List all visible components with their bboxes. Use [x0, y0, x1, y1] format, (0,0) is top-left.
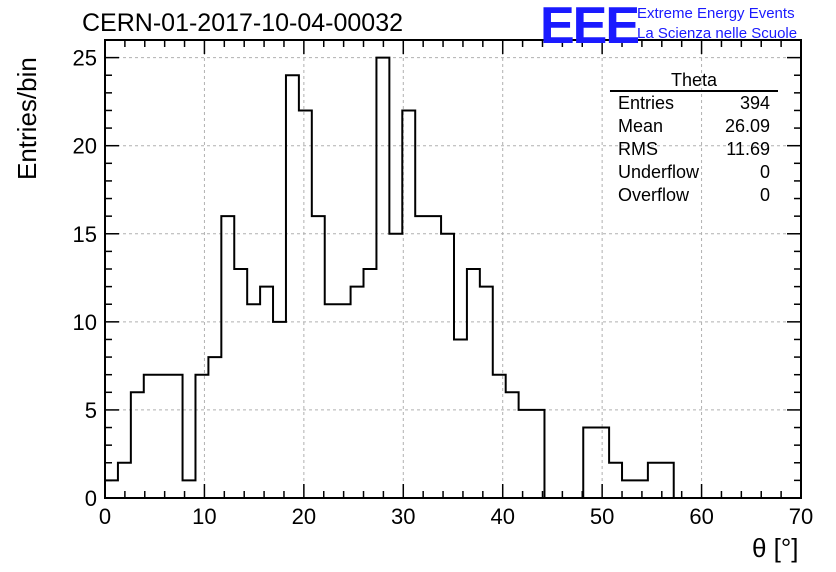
stats-row: Overflow 0	[610, 184, 778, 207]
logo-caption-line1: Extreme Energy Events	[637, 5, 795, 22]
x-tick-label: 40	[490, 504, 514, 529]
x-tick-label: 30	[391, 504, 415, 529]
logo-caption: Extreme Energy Events La Scienza nelle S…	[637, 4, 797, 44]
stats-label: RMS	[618, 139, 658, 159]
axis-tick-labels: 0 10 20 30 40 50 60 70 0 5 10 15 20 25	[73, 46, 814, 529]
x-tick-label: 70	[789, 504, 813, 529]
x-tick-label: 50	[590, 504, 614, 529]
stats-row: Underflow 0	[610, 161, 778, 184]
stats-label: Mean	[618, 116, 664, 136]
stats-row: Entries 394	[610, 92, 778, 115]
y-tick-label: 25	[73, 46, 97, 71]
stats-label: Underflow	[618, 162, 700, 182]
logo-caption-line2: La Scienza nelle Scuole	[637, 25, 798, 42]
x-tick-label: 10	[192, 504, 216, 529]
stats-value: 0	[759, 185, 770, 205]
axis-ticks	[104, 39, 802, 499]
y-tick-label: 15	[73, 222, 97, 247]
x-tick-label: 20	[292, 504, 316, 529]
chart-title: CERN-01-2017-10-04-00032	[82, 9, 404, 37]
y-tick-label: 20	[73, 134, 97, 159]
y-tick-label: 5	[85, 398, 97, 423]
x-tick-label: 0	[99, 504, 111, 529]
y-axis-label: Entries/bin	[12, 57, 42, 180]
histogram-series	[104, 56, 675, 499]
stats-row: Mean 26.09	[610, 115, 778, 138]
eee-logo: EEE	[540, 0, 640, 55]
stats-box: Theta Entries 394 Mean 26.09 RMS 11.69 Unde…	[610, 70, 778, 207]
x-axis-label: θ [°]	[752, 533, 799, 563]
stats-row: RMS 11.69	[610, 138, 778, 161]
stats-value: 11.69	[726, 139, 770, 159]
x-tick-label: 60	[689, 504, 713, 529]
stats-value: 0	[759, 162, 770, 182]
stats-value: 26.09	[724, 116, 770, 136]
y-tick-label: 0	[85, 486, 97, 511]
stats-title: Theta	[610, 70, 778, 92]
stats-label: Entries	[618, 93, 675, 113]
y-tick-label: 10	[73, 310, 97, 335]
stats-label: Overflow	[618, 185, 690, 205]
stats-value: 394	[739, 93, 770, 113]
